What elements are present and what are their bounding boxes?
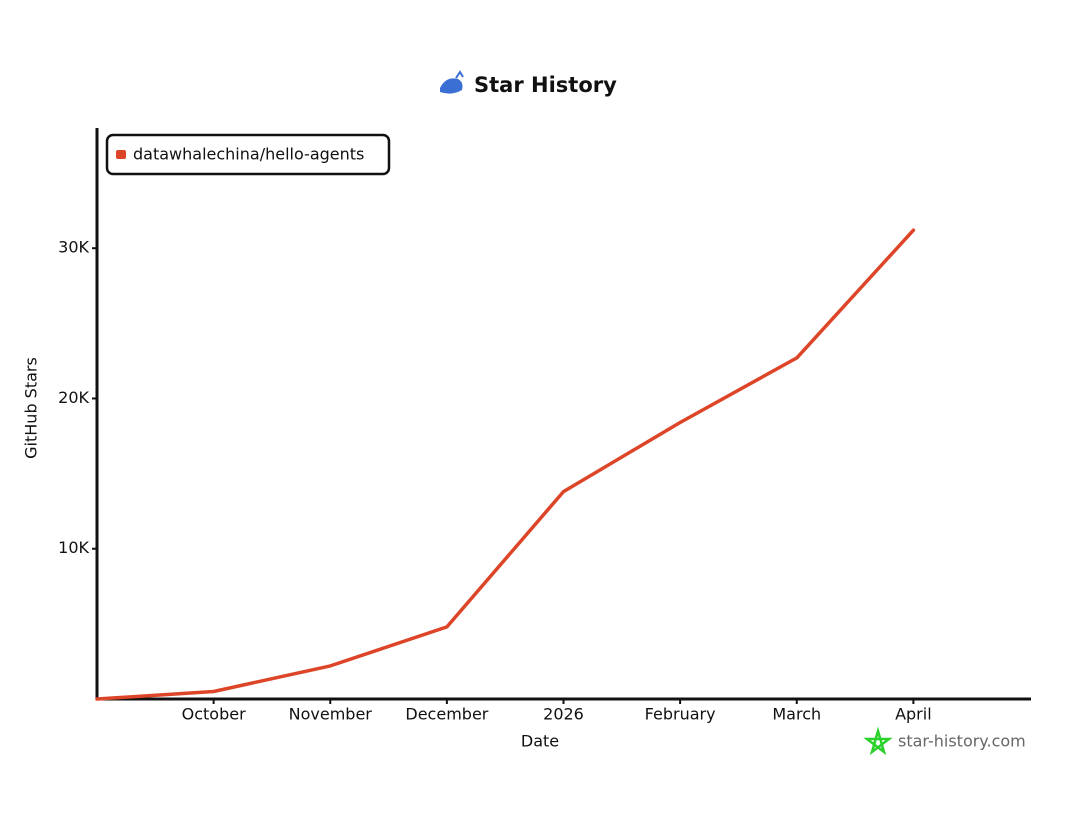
x-tick-label: February [645,705,716,724]
x-axis-label: Date [521,732,559,751]
series-line [95,228,916,701]
legend-box [105,133,391,176]
y-axis-label: GitHub Stars [22,357,41,459]
x-tick-label: November [289,705,373,724]
x-tick-label: 2026 [543,705,584,724]
x-tick-label: March [772,705,821,724]
watermark: star-history.com [898,732,1026,751]
legend-label: datawhalechina/hello-agents [133,145,364,164]
legend-swatch [116,150,126,159]
star-icon [863,726,893,756]
x-tick-label: April [895,705,932,724]
y-tick-label: 10K [58,538,89,557]
x-tick-label: October [182,705,246,724]
y-tick-label: 30K [58,238,89,257]
chart-title: Star History [474,73,617,97]
whale-icon [440,70,464,94]
y-tick-label: 20K [58,388,89,407]
x-tick-label: December [405,705,488,724]
